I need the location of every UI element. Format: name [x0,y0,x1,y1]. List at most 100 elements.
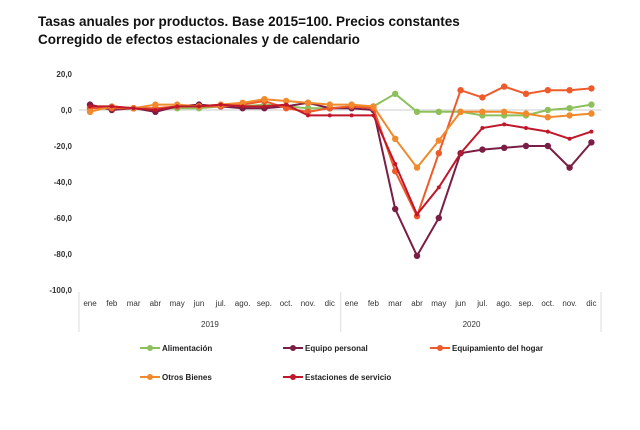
chart-title: Tasas anuales por productos. Base 2015=1… [38,14,460,29]
x-tick-label: abr [150,299,162,308]
x-tick-label: may [431,299,446,308]
x-tick-label: ene [83,299,97,308]
data-point [239,99,246,107]
data-point [153,108,158,112]
data-point [522,110,530,117]
data-point [566,112,573,119]
data-point [566,105,573,112]
data-point [415,212,419,217]
data-point [393,162,398,166]
data-point [589,129,594,134]
data-point [175,104,180,109]
data-point [479,94,486,101]
data-point [326,101,333,108]
data-point [480,126,485,130]
x-tick-label: ene [345,299,359,308]
data-point [349,113,354,118]
data-point [283,105,290,112]
series-line-4 [90,103,592,217]
data-point [304,99,312,107]
x-tick-label: jul. [476,299,487,308]
x-tick-label: abr [411,299,423,308]
data-point [436,185,441,190]
x-tick-label: may [170,299,185,308]
data-point [109,104,114,109]
data-point [544,106,551,114]
data-point [435,150,442,157]
data-point [458,151,463,156]
data-point [457,108,464,116]
data-point [306,113,310,118]
data-point [588,139,595,146]
data-point [545,129,550,134]
data-point [152,101,159,108]
x-tick-label: ago. [496,299,512,308]
legend-label: Otros Bienes [162,373,212,382]
x-tick-label: dic [325,299,335,308]
data-point [522,142,530,150]
data-point [435,214,442,222]
y-tick-label: -80,0 [54,250,73,259]
chart-subtitle: Corregido de efectos estacionales y de c… [38,32,360,47]
data-point [544,114,551,121]
data-point [502,122,507,127]
data-point [524,126,528,130]
legend-marker [290,345,296,351]
data-point [413,252,421,259]
data-point [479,108,486,116]
data-point [262,104,267,109]
legend-marker [147,345,153,351]
data-point [413,164,421,171]
x-tick-label: ago. [235,299,251,308]
legend-marker [437,345,443,351]
legend-label: Alimentación [162,344,212,353]
legend-label: Estaciones de servicio [305,373,391,382]
data-point [413,108,421,116]
x-tick-label: mar [127,299,141,308]
x-tick-label: nov. [562,299,577,308]
data-point [588,101,595,108]
x-tick-label: dic [586,299,596,308]
data-point [522,90,530,98]
data-point [218,102,223,107]
year-label: 2019 [201,320,219,329]
data-point [588,110,595,117]
y-tick-label: -40,0 [54,178,73,187]
data-point [240,104,245,109]
x-tick-label: sep. [518,299,533,308]
data-point [567,136,572,141]
legend-label: Equipo personal [305,344,368,353]
y-tick-label: 20,0 [56,70,72,79]
data-point [566,87,573,94]
data-point [371,113,376,118]
x-tick-label: jun [193,299,205,308]
data-point [304,108,312,116]
data-point [327,113,332,118]
data-point [348,101,355,108]
data-point [479,146,486,153]
data-point [501,83,508,90]
data-point [392,135,399,142]
data-point [261,96,268,103]
y-tick-label: -20,0 [54,142,73,151]
y-tick-label: -100,0 [49,286,72,295]
data-point [588,85,595,92]
data-point [457,87,464,94]
x-tick-label: sep. [257,299,272,308]
data-point [197,104,201,109]
legend-marker [147,374,153,380]
year-label: 2020 [463,320,481,329]
y-tick-label: -60,0 [54,214,73,223]
x-tick-label: feb [106,299,118,308]
data-point [544,142,551,150]
data-point [544,87,551,94]
data-point [131,106,136,111]
data-point [283,97,290,105]
x-tick-label: feb [368,299,380,308]
data-point [435,137,442,144]
data-point [392,205,399,213]
data-point [88,104,92,109]
data-point [566,164,573,171]
x-tick-label: mar [388,299,402,308]
